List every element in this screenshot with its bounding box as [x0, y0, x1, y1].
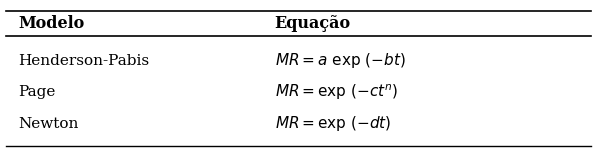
Text: $\mathit{MR} = \mathit{a}\ \mathrm{exp}\ (-\mathit{bt})$: $\mathit{MR} = \mathit{a}\ \mathrm{exp}\…: [275, 51, 405, 70]
Text: Modelo: Modelo: [18, 15, 84, 32]
Text: Newton: Newton: [18, 117, 78, 131]
Text: Henderson-Pabis: Henderson-Pabis: [18, 54, 149, 68]
Text: Equação: Equação: [275, 15, 351, 32]
Text: $\mathit{MR} = \mathrm{exp}\ (-\mathit{dt})$: $\mathit{MR} = \mathrm{exp}\ (-\mathit{d…: [275, 114, 391, 133]
Text: $\mathit{MR} = \mathrm{exp}\ (-\mathit{ct}^{\mathit{n}})$: $\mathit{MR} = \mathrm{exp}\ (-\mathit{c…: [275, 82, 398, 102]
Text: Page: Page: [18, 85, 56, 99]
